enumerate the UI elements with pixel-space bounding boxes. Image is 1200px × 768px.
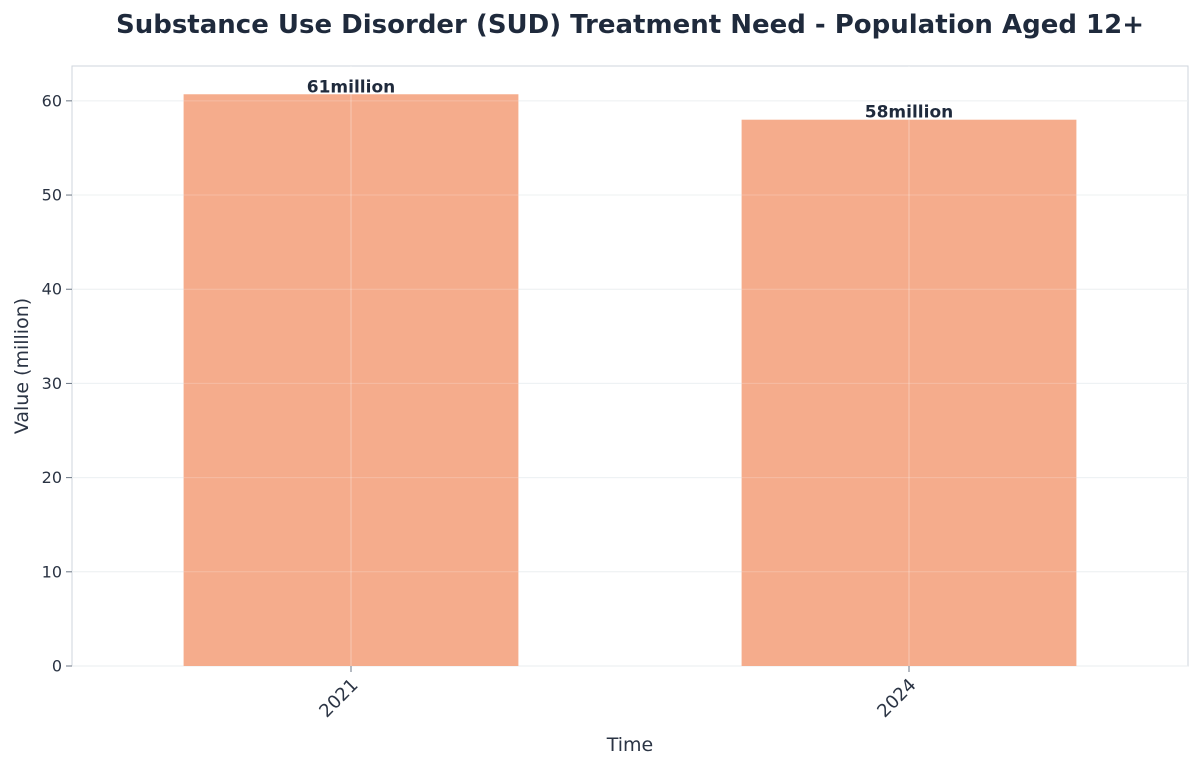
x-axis-label: Time	[606, 734, 654, 756]
data-labels: 61million 58million	[307, 77, 953, 122]
bar-2021	[183, 94, 519, 667]
y-axis-label: Value (million)	[11, 298, 33, 434]
y-tick-label: 60	[42, 91, 62, 110]
x-tick-label: 2021	[315, 675, 362, 722]
y-tick-label: 20	[42, 468, 62, 487]
y-tick-label: 10	[42, 562, 62, 581]
data-label-2021: 61million	[307, 77, 395, 97]
data-label-2024: 58million	[865, 103, 953, 123]
gridlines-overlay	[72, 66, 1188, 666]
bars	[183, 94, 1077, 667]
y-tick-label: 30	[42, 374, 62, 393]
y-tick-label: 0	[52, 657, 62, 676]
x-tick-label: 2024	[873, 675, 920, 722]
y-tick-label: 40	[42, 280, 62, 299]
chart-title: Substance Use Disorder (SUD) Treatment N…	[116, 10, 1144, 40]
bar-2024	[741, 119, 1077, 667]
y-tick-label: 50	[42, 186, 62, 205]
